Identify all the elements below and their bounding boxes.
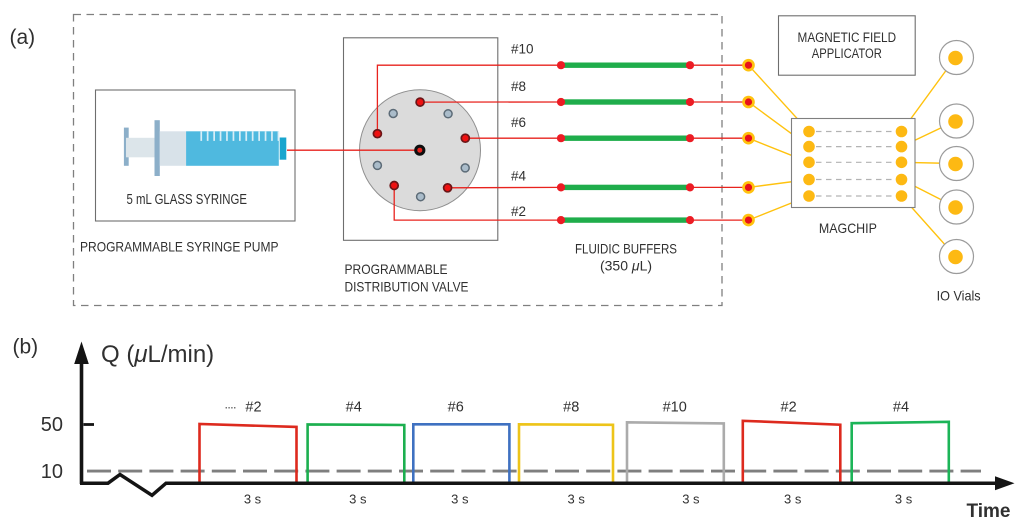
svg-text:MAGNETIC FIELD: MAGNETIC FIELD: [798, 30, 897, 45]
svg-text:10: 10: [41, 461, 63, 483]
svg-text:#2: #2: [781, 400, 797, 416]
svg-text:#2: #2: [245, 400, 261, 416]
svg-text:FLUIDIC BUFFERS: FLUIDIC BUFFERS: [575, 241, 677, 257]
svg-text:#10: #10: [663, 400, 687, 416]
svg-text:3 s: 3 s: [244, 492, 262, 507]
svg-text:Time: Time: [967, 501, 1011, 522]
svg-text:#4: #4: [346, 400, 362, 416]
svg-text:#6: #6: [511, 115, 526, 130]
svg-text:(a): (a): [10, 26, 36, 49]
svg-text:PROGRAMMABLE SYRINGE PUMP: PROGRAMMABLE SYRINGE PUMP: [80, 239, 279, 255]
svg-text:3 s: 3 s: [895, 492, 913, 507]
svg-text:#4: #4: [511, 169, 527, 184]
svg-text:#10: #10: [511, 42, 534, 57]
svg-text:3 s: 3 s: [568, 492, 586, 507]
svg-text:DISTRIBUTION VALVE: DISTRIBUTION VALVE: [345, 279, 469, 295]
svg-text:(b): (b): [13, 336, 39, 359]
svg-text:Q (μL/min): Q (μL/min): [101, 341, 214, 368]
svg-text:APPLICATOR: APPLICATOR: [812, 46, 882, 61]
svg-text:#6: #6: [448, 400, 464, 416]
svg-text:50: 50: [41, 414, 63, 436]
svg-text:5 mL GLASS SYRINGE: 5 mL GLASS SYRINGE: [127, 192, 248, 208]
svg-text:#2: #2: [511, 204, 526, 219]
svg-text:MAGCHIP: MAGCHIP: [819, 220, 877, 236]
svg-text:....: ....: [225, 396, 237, 412]
svg-text:(350 μL): (350 μL): [600, 258, 652, 274]
svg-text:3 s: 3 s: [784, 492, 802, 507]
svg-text:#8: #8: [511, 79, 526, 94]
svg-text:3 s: 3 s: [682, 492, 700, 507]
svg-text:3 s: 3 s: [451, 492, 469, 507]
svg-text:#8: #8: [563, 400, 579, 416]
svg-text:PROGRAMMABLE: PROGRAMMABLE: [345, 261, 448, 277]
svg-text:3 s: 3 s: [349, 492, 367, 507]
svg-text:IO Vials: IO Vials: [937, 288, 981, 304]
svg-text:#4: #4: [893, 400, 909, 416]
